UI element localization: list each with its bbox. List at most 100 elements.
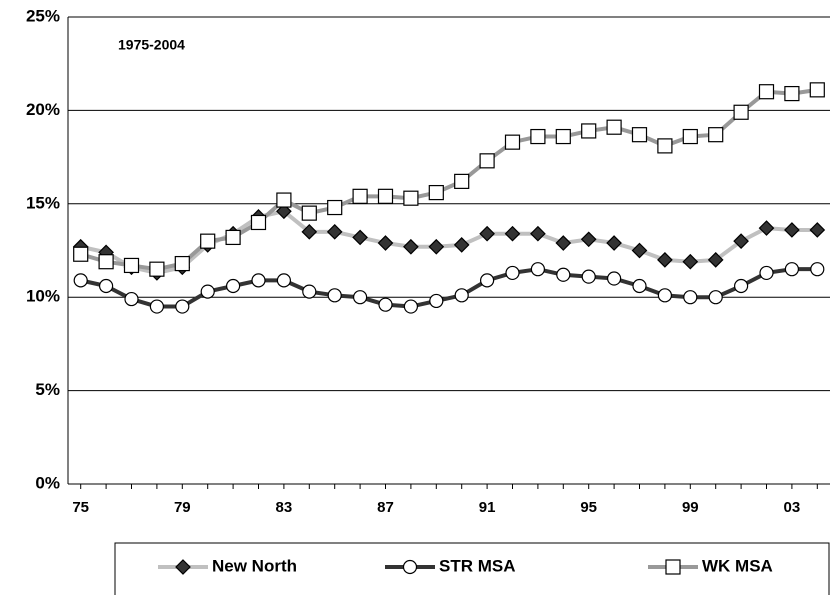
data-point (403, 190, 419, 206)
data-point (124, 291, 139, 307)
data-point (377, 235, 394, 251)
data-point (530, 128, 546, 145)
x-tick-label: 03 (784, 499, 801, 516)
data-point (733, 104, 749, 120)
data-point (73, 273, 88, 288)
data-point (453, 237, 470, 253)
x-tick-label: 95 (580, 499, 597, 516)
series-line (80, 87, 818, 272)
data-point (149, 299, 164, 314)
data-point (784, 222, 800, 238)
x-tick-label: 99 (682, 499, 699, 516)
legend-label: WK MSA (702, 556, 773, 575)
y-tick-label: 5% (35, 380, 60, 399)
legend-marker (175, 559, 191, 575)
data-point (226, 278, 241, 294)
data-point (73, 246, 89, 262)
y-tick-label: 0% (35, 473, 60, 492)
legend-label: New North (212, 556, 297, 575)
data-point (631, 127, 648, 143)
data-point (504, 225, 521, 242)
data-point (123, 257, 140, 274)
data-point (530, 262, 546, 277)
data-point (580, 231, 597, 248)
y-tick-label: 15% (26, 193, 60, 212)
data-point (657, 138, 673, 154)
data-point (708, 127, 724, 143)
data-point (175, 299, 190, 314)
data-point (353, 290, 368, 305)
data-point (733, 233, 749, 250)
data-point (378, 297, 393, 312)
data-point (759, 265, 774, 281)
data-point (504, 134, 521, 150)
data-point (784, 85, 800, 102)
y-tick-label: 10% (26, 287, 60, 306)
x-tick-label: 79 (174, 499, 191, 516)
data-point (301, 223, 318, 240)
data-point (276, 273, 291, 288)
data-point (174, 255, 190, 272)
data-point (428, 184, 444, 201)
data-point (251, 273, 266, 288)
legend-marker (665, 559, 681, 575)
data-point (149, 261, 165, 277)
data-point (758, 220, 775, 236)
data-point (555, 235, 572, 251)
data-point (631, 242, 648, 259)
data-point (479, 225, 495, 242)
data-point (454, 173, 470, 189)
legend-marker (402, 559, 418, 575)
data-point (733, 278, 749, 294)
data-point (632, 278, 647, 294)
data-point (480, 273, 495, 288)
data-point (98, 278, 114, 294)
y-tick-label: 20% (26, 100, 60, 119)
data-point (326, 223, 343, 240)
data-point (200, 284, 215, 299)
data-point (250, 214, 267, 231)
x-tick-label: 83 (276, 499, 293, 516)
y-tick-label: 25% (26, 6, 60, 25)
data-point (276, 192, 292, 208)
data-point (98, 254, 114, 270)
x-tick-label: 91 (479, 499, 496, 516)
data-point (657, 288, 673, 303)
data-point (377, 188, 394, 204)
x-tick-label: 87 (377, 499, 394, 516)
x-tick-label: 75 (72, 499, 89, 516)
data-point (784, 262, 800, 277)
legend-label: STR MSA (439, 556, 516, 575)
data-point (606, 271, 622, 286)
data-point (809, 222, 826, 238)
data-point (606, 119, 622, 135)
data-point (403, 299, 418, 314)
data-point (428, 238, 445, 255)
data-point (505, 265, 520, 281)
data-point (200, 233, 216, 249)
data-point (276, 203, 292, 220)
data-point (581, 123, 597, 139)
data-point (301, 205, 317, 221)
data-point (352, 229, 368, 246)
data-point (302, 284, 317, 299)
data-point (429, 293, 444, 309)
data-point (403, 238, 419, 255)
data-point (708, 290, 723, 305)
data-point (225, 229, 241, 246)
data-point (581, 269, 596, 284)
data-point (530, 225, 546, 242)
series-line (80, 267, 818, 309)
series-line (80, 209, 818, 275)
data-point (479, 153, 495, 169)
data-point (682, 128, 698, 145)
annotation: 1975-2004 (118, 37, 185, 53)
data-point (555, 128, 571, 145)
data-point (606, 235, 622, 251)
data-point (809, 82, 825, 98)
data-point (327, 288, 342, 303)
data-point (657, 251, 673, 268)
data-point (352, 188, 368, 204)
data-point (454, 288, 469, 303)
